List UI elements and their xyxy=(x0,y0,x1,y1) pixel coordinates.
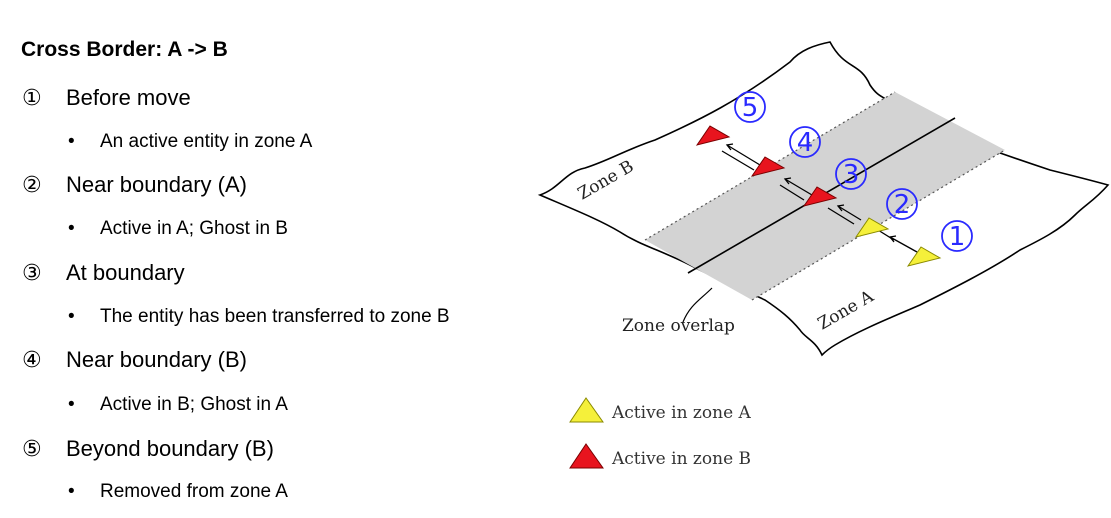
zone-overlap-label: Zone overlap xyxy=(622,316,735,336)
step-4-detail: • Active in B; Ghost in A xyxy=(68,394,288,416)
overlap-leader-line xyxy=(682,287,713,323)
svg-text:4: 4 xyxy=(797,128,814,158)
step-detail: Active in B; Ghost in A xyxy=(100,394,288,415)
svg-text:3: 3 xyxy=(843,160,860,190)
step-label: Near boundary (A) xyxy=(66,172,247,197)
movement-arrows xyxy=(721,143,918,253)
step-1-detail: • An active entity in zone A xyxy=(68,131,312,153)
step-detail: The entity has been transferred to zone … xyxy=(100,306,450,327)
entity-triangle-a-1 xyxy=(906,246,942,267)
step-label: Before move xyxy=(66,85,191,110)
step-2-detail: • Active in A; Ghost in B xyxy=(68,218,288,240)
svg-text:1: 1 xyxy=(949,222,966,252)
step-label: Beyond boundary (B) xyxy=(66,436,274,461)
bullet-icon: • xyxy=(68,218,75,239)
step-number: ③ xyxy=(22,260,42,285)
bullet-icon: • xyxy=(68,394,75,415)
entity-triangle-a-2 xyxy=(854,217,890,238)
bullet-icon: • xyxy=(68,481,75,502)
entity-triangle-b-4 xyxy=(750,156,786,177)
step-number: ④ xyxy=(22,347,42,372)
legend-label-b: Active in zone B xyxy=(611,449,751,469)
entity-triangle-b-3 xyxy=(802,186,838,207)
slide-title: Cross Border: A -> B xyxy=(21,38,228,61)
legend-label-a: Active in zone A xyxy=(611,403,752,423)
step-detail: An active entity in zone A xyxy=(100,131,313,152)
step-marker-3: 3 xyxy=(835,158,867,190)
bullet-icon: • xyxy=(68,131,75,152)
step-detail: Removed from zone A xyxy=(100,481,288,502)
step-marker-5: 5 xyxy=(734,91,766,123)
step-3: ③ At boundary xyxy=(22,260,185,286)
step-number: ② xyxy=(22,172,42,197)
step-5-detail: • Removed from zone A xyxy=(68,481,288,503)
step-marker-1: 1 xyxy=(941,220,973,252)
step-number: ① xyxy=(22,85,42,110)
legend-yellow-triangle-icon xyxy=(569,397,604,423)
legend-red-triangle-icon xyxy=(569,443,604,469)
step-marker-2: 2 xyxy=(886,188,918,220)
step-4: ④ Near boundary (B) xyxy=(22,347,247,373)
step-detail: Active in A; Ghost in B xyxy=(100,218,288,239)
svg-text:2: 2 xyxy=(894,190,911,220)
step-label: At boundary xyxy=(66,260,185,285)
step-number: ⑤ xyxy=(22,436,42,461)
step-5: ⑤ Beyond boundary (B) xyxy=(22,436,274,462)
step-label: Near boundary (B) xyxy=(66,347,247,372)
legend: Active in zone A Active in zone B xyxy=(569,397,752,469)
step-marker-4: 4 xyxy=(789,126,821,158)
entity-triangle-b-5 xyxy=(695,125,731,146)
bullet-icon: • xyxy=(68,306,75,327)
svg-text:5: 5 xyxy=(742,93,759,123)
step-3-detail: • The entity has been transferred to zone… xyxy=(68,306,450,328)
overlap-edge-a xyxy=(751,149,1006,301)
step-2: ② Near boundary (A) xyxy=(22,172,247,198)
step-1: ① Before move xyxy=(22,85,191,111)
